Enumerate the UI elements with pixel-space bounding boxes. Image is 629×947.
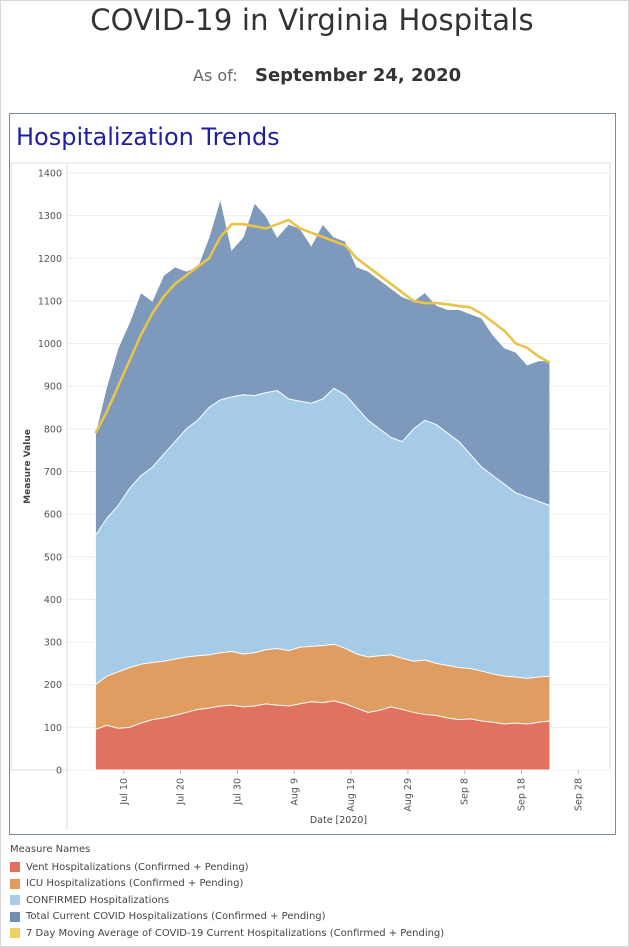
legend-label: Vent Hospitalizations (Confirmed + Pendi… bbox=[26, 861, 249, 873]
hospitalization-chart[interactable]: 0 100 200 300 400 500 600 700 800 900 1000 1100 1200… bbox=[0, 0, 629, 840]
y-tick-label: 900 bbox=[44, 382, 62, 393]
y-tick-label: 100 bbox=[44, 723, 62, 734]
y-axis-title: Measure Value bbox=[23, 429, 33, 504]
x-tick-label: Sep 28 bbox=[573, 778, 584, 811]
y-tick-label: 1200 bbox=[38, 254, 62, 265]
legend-label: CONFIRMED Hospitalizations bbox=[26, 894, 170, 906]
dashboard-title: COVID-19 in Virginia Hospitals bbox=[90, 3, 534, 37]
legend-title: Measure Names bbox=[10, 844, 91, 855]
legend-swatch bbox=[10, 911, 20, 922]
legend: Measure Names Vent Hospitalizations (Con… bbox=[10, 844, 610, 942]
legend-label: 7 Day Moving Average of COVID-19 Current… bbox=[26, 927, 445, 939]
x-tick-label: Sep 8 bbox=[460, 778, 471, 805]
x-tick-label: Jul 10 bbox=[119, 778, 130, 806]
x-tick-label: Aug 29 bbox=[403, 778, 414, 812]
legend-swatch bbox=[10, 862, 20, 873]
legend-item-total[interactable]: Total Current COVID Hospitalizations (Co… bbox=[10, 909, 610, 926]
y-tick-label: 400 bbox=[44, 595, 62, 606]
panel-title: Hospitalization Trends bbox=[16, 123, 280, 151]
x-tick-label: Jul 20 bbox=[176, 778, 187, 806]
y-tick-label: 200 bbox=[44, 680, 62, 691]
x-axis-title: Date [2020] bbox=[310, 815, 367, 826]
legend-swatch bbox=[10, 895, 20, 906]
x-tick-label: Jul 30 bbox=[232, 778, 243, 806]
y-tick-label: 300 bbox=[44, 638, 62, 649]
legend-label: ICU Hospitalizations (Confirmed + Pendin… bbox=[26, 878, 244, 890]
legend-label: Total Current COVID Hospitalizations (Co… bbox=[26, 911, 326, 923]
legend-item-moving-average[interactable]: 7 Day Moving Average of COVID-19 Current… bbox=[10, 925, 610, 942]
y-tick-label: 1400 bbox=[38, 169, 62, 180]
y-tick-label: 0 bbox=[56, 766, 62, 777]
legend-item-confirmed[interactable]: CONFIRMED Hospitalizations bbox=[10, 892, 610, 909]
vent-area[interactable] bbox=[94, 700, 551, 771]
x-tick-label: Aug 9 bbox=[289, 778, 300, 806]
legend-swatch bbox=[10, 878, 20, 889]
legend-item-icu[interactable]: ICU Hospitalizations (Confirmed + Pendin… bbox=[10, 876, 610, 893]
y-tick-label: 1300 bbox=[38, 211, 62, 222]
as-of-label: As of: bbox=[193, 66, 238, 85]
as-of-date: September 24, 2020 bbox=[255, 65, 462, 86]
y-tick-label: 1100 bbox=[38, 296, 62, 307]
y-tick-label: 500 bbox=[44, 552, 62, 563]
legend-swatch bbox=[10, 928, 20, 939]
y-tick-label: 800 bbox=[44, 424, 62, 435]
x-tick-label: Aug 19 bbox=[346, 778, 357, 812]
legend-item-vent[interactable]: Vent Hospitalizations (Confirmed + Pendi… bbox=[10, 859, 610, 876]
x-tick-label: Sep 18 bbox=[517, 778, 528, 811]
y-tick-label: 700 bbox=[44, 467, 62, 478]
moving-average-line[interactable] bbox=[94, 218, 551, 434]
y-tick-label: 600 bbox=[44, 510, 62, 521]
y-tick-label: 1000 bbox=[38, 339, 62, 350]
